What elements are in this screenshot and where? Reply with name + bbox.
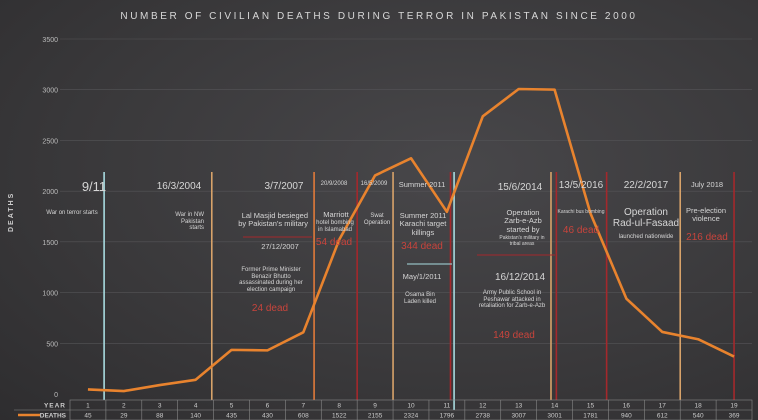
- event-text: Pakistan's military in tribal areas: [499, 235, 545, 247]
- chart-title: NUMBER OF CIVILIAN DEATHS DURING TERROR …: [120, 11, 638, 22]
- y-tick-label: 0: [54, 392, 58, 399]
- event-date: 16/5/2009: [360, 181, 388, 187]
- x-tick-label: 18: [695, 403, 703, 410]
- event-text: Pre-election violence: [685, 206, 727, 224]
- event-text: Lal Masjid besieged by Pakistan's milita…: [238, 211, 308, 229]
- data-label: 369: [729, 413, 740, 420]
- x-tick-label: 16: [623, 403, 631, 410]
- event-date: 27/12/2007: [261, 242, 299, 251]
- event-date: 15/6/2014: [497, 182, 543, 193]
- event-date: 22/2/2017: [623, 180, 669, 191]
- event-date: May/1/2011: [402, 272, 442, 281]
- x-tick-label: 9: [373, 403, 377, 410]
- x-tick-label: 11: [444, 403, 451, 410]
- x-tick-label: 13: [515, 403, 523, 410]
- event-dead-count: 24 dead: [251, 303, 289, 314]
- event-dead-count: 216 dead: [686, 232, 728, 243]
- event-date: July 2018: [690, 180, 724, 189]
- event-dead-count: 46 dead: [562, 225, 600, 236]
- x-tick-label: 6: [266, 403, 270, 410]
- event-text: Swat Operation: [363, 213, 391, 226]
- data-label: 45: [84, 413, 92, 420]
- x-tick-label: 4: [194, 403, 198, 410]
- y-tick-label: 3000: [42, 88, 58, 95]
- data-label: 612: [657, 413, 668, 420]
- x-tick-label: 8: [337, 403, 341, 410]
- table-label-year: YEAR: [44, 403, 66, 410]
- data-label: 2155: [368, 413, 383, 420]
- y-tick-label: 2500: [42, 138, 58, 145]
- x-tick-label: 15: [587, 403, 595, 410]
- event-text: hotel bombing in Islamabad: [316, 220, 354, 233]
- data-label: 435: [226, 413, 237, 420]
- x-tick-label: 10: [407, 403, 415, 410]
- event-text: Karachi bus bombing: [557, 209, 605, 215]
- event-date: 13/5/2016: [558, 180, 604, 191]
- event-text: Osama Bin Laden killed: [403, 292, 437, 305]
- event-dead-count: 149 dead: [493, 330, 535, 341]
- data-label: 140: [190, 413, 201, 420]
- data-label: 540: [693, 413, 704, 420]
- event-title: Marriott: [323, 210, 349, 219]
- data-label: 608: [298, 413, 309, 420]
- event-date: 9/11: [81, 179, 107, 194]
- x-tick-label: 1: [86, 403, 90, 410]
- event-date: 3/7/2007: [264, 181, 304, 192]
- data-label: 2738: [476, 413, 491, 420]
- event-text: War in NW Pakistan starts: [175, 212, 204, 232]
- event-title: Operation Zarb-e-Azb started by: [504, 208, 542, 234]
- legend-label-deaths: DEATHS: [40, 413, 67, 420]
- event-text: Summer 2011 Karachi target killings: [399, 211, 447, 237]
- x-tick-label: 7: [302, 403, 306, 410]
- data-label: 3007: [511, 413, 526, 420]
- event-text: Former Prime Minister Benazir Bhutto ass…: [239, 267, 303, 293]
- event-text: launched nationwide: [618, 234, 674, 240]
- data-label: 940: [621, 413, 632, 420]
- data-label: 1781: [583, 413, 598, 420]
- x-tick-label: 17: [659, 403, 667, 410]
- x-tick-label: 19: [730, 403, 738, 410]
- event-date: 20/9/2008: [320, 181, 348, 187]
- data-label: 1796: [440, 413, 455, 420]
- x-tick-label: 5: [230, 403, 234, 410]
- event-date: Summer 2011: [398, 180, 446, 189]
- event-text: Army Public School in Peshawar attacked …: [478, 290, 546, 310]
- y-tick-label: 500: [46, 341, 58, 348]
- y-tick-label: 1000: [42, 291, 58, 298]
- y-tick-label: 3500: [42, 37, 58, 44]
- x-tick-label: 12: [479, 403, 487, 410]
- x-tick-label: 3: [158, 403, 162, 410]
- event-text: War on terror starts: [46, 210, 98, 216]
- event-title: Operation Rad-ul-Fasaad: [612, 207, 680, 229]
- y-tick-label: 1500: [42, 240, 58, 247]
- data-label: 430: [262, 413, 273, 420]
- event-dead-count: 344 dead: [401, 241, 443, 252]
- data-label: 88: [156, 413, 164, 420]
- data-label: 1522: [332, 413, 347, 420]
- y-tick-label: 2000: [42, 189, 58, 196]
- event-date: 16/3/2004: [156, 181, 202, 192]
- x-tick-label: 2: [122, 403, 126, 410]
- data-label: 29: [120, 413, 128, 420]
- event-dead-count: 54 dead: [315, 237, 353, 248]
- event-date: 16/12/2014: [494, 272, 546, 283]
- x-tick-label: 14: [551, 403, 559, 410]
- data-label: 2324: [404, 413, 419, 420]
- data-label: 3001: [547, 413, 562, 420]
